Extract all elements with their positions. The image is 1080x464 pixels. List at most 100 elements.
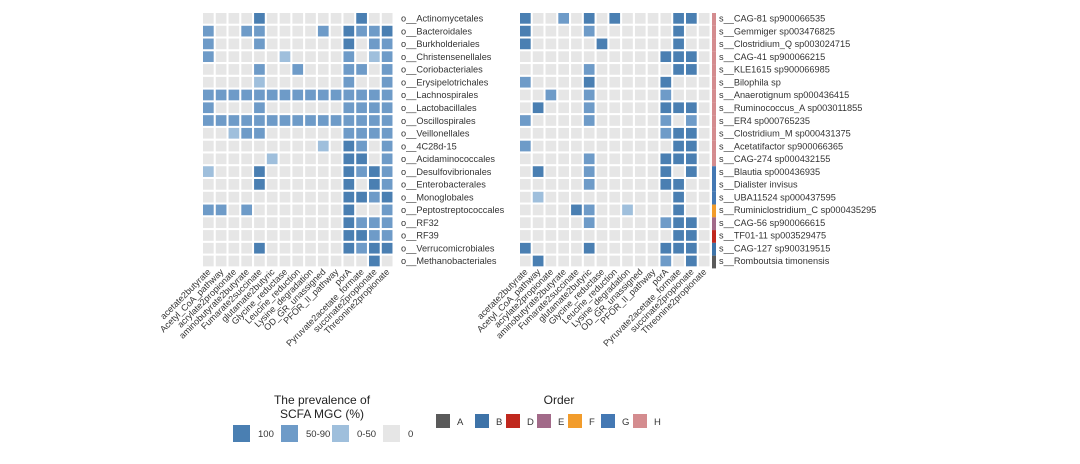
legend-prevalence-title-line1: The prevalence of <box>274 393 371 407</box>
heatmap-cell <box>686 102 697 114</box>
heatmap-cell <box>583 166 595 177</box>
heatmap-cell <box>532 140 544 152</box>
heatmap-cell <box>634 140 646 152</box>
order-strip-segment <box>712 255 716 269</box>
heatmap-cell <box>254 140 265 152</box>
heatmap-cell <box>241 217 253 229</box>
heatmap-cell <box>558 166 570 177</box>
heatmap-cell <box>686 255 697 267</box>
heatmap-cell <box>673 217 684 229</box>
heatmap-cell <box>596 217 608 229</box>
heatmap-cell <box>330 140 342 152</box>
heatmap-cell <box>228 115 240 126</box>
heatmap-cell <box>266 102 278 114</box>
heatmap-cell <box>381 51 393 63</box>
heatmap-cell <box>609 153 621 165</box>
heatmap-cell <box>647 64 659 75</box>
heatmap-cell <box>622 102 633 114</box>
heatmap-cell <box>241 166 253 177</box>
heatmap-cell <box>228 51 240 63</box>
heatmap-cell <box>609 102 621 114</box>
row-label: o__Burkholderiales <box>401 39 480 49</box>
heatmap-cell <box>369 89 380 101</box>
heatmap-cell <box>292 217 304 229</box>
heatmap-cell <box>266 76 278 88</box>
heatmap-cell <box>279 217 291 229</box>
heatmap-cell <box>532 166 544 177</box>
heatmap-cell <box>343 25 355 37</box>
heatmap-cell <box>266 140 278 152</box>
heatmap-cell <box>330 191 342 203</box>
heatmap-cell <box>369 179 380 190</box>
heatmap-cell <box>609 76 621 88</box>
heatmap-cell <box>609 140 621 152</box>
heatmap-cell <box>673 140 684 152</box>
heatmap-cell <box>583 204 595 216</box>
row-label: s__UBA11524 sp000437595 <box>719 192 836 202</box>
heatmap-cell <box>520 230 531 241</box>
row-label: o__Lachnospirales <box>401 90 479 100</box>
heatmap-cell <box>203 102 214 114</box>
heatmap-cell <box>609 230 621 241</box>
heatmap-cell <box>609 51 621 63</box>
order-strip-segment <box>712 25 716 39</box>
heatmap-cell <box>279 255 291 267</box>
heatmap-cell <box>266 13 278 24</box>
heatmap-cell <box>634 25 646 37</box>
heatmap-cell <box>215 153 227 165</box>
heatmap-cell <box>317 127 329 139</box>
row-label: o__Desulfovibrionales <box>401 167 492 177</box>
heatmap-cell <box>254 166 265 177</box>
heatmap-cell <box>686 76 697 88</box>
heatmap-cell <box>660 38 672 50</box>
heatmap-cell <box>673 242 684 254</box>
heatmap-cell <box>369 242 380 254</box>
heatmap-cell <box>279 127 291 139</box>
heatmap-cell <box>622 51 633 63</box>
heatmap-cell <box>596 153 608 165</box>
heatmap-cell <box>203 191 214 203</box>
heatmap-cell <box>558 115 570 126</box>
heatmap-cell <box>545 64 557 75</box>
heatmap-cell <box>305 179 316 190</box>
heatmap-cell <box>698 255 710 267</box>
heatmap-cell <box>317 140 329 152</box>
heatmap-cell <box>583 51 595 63</box>
heatmap-cell <box>596 204 608 216</box>
heatmap-cell <box>292 115 304 126</box>
heatmap-cell <box>343 51 355 63</box>
heatmap-cell <box>545 115 557 126</box>
heatmap-cell <box>698 102 710 114</box>
heatmap-cell <box>596 25 608 37</box>
legend-order-label: E <box>558 417 564 428</box>
heatmap-cell <box>330 242 342 254</box>
heatmap-cell <box>343 179 355 190</box>
heatmap-cell <box>686 25 697 37</box>
legend-prevalence: The prevalence of SCFA MGC (%) 100 50-90 0… <box>233 393 413 442</box>
heatmap-cell <box>698 89 710 101</box>
order-strip-segment <box>712 13 716 26</box>
heatmap-cell <box>241 102 253 114</box>
heatmap-cell <box>583 217 595 229</box>
heatmap-cell <box>369 64 380 75</box>
heatmap-cell <box>532 230 544 241</box>
heatmap-cell <box>634 242 646 254</box>
heatmap-cell <box>609 204 621 216</box>
heatmap-cell <box>241 255 253 267</box>
heatmap-cell <box>305 217 316 229</box>
heatmap-cell <box>558 102 570 114</box>
heatmap-cell <box>634 64 646 75</box>
heatmap-cell <box>634 153 646 165</box>
heatmap-cell <box>545 127 557 139</box>
heatmap-cell <box>520 166 531 177</box>
heatmap-cell <box>266 51 278 63</box>
heatmap-cell <box>647 102 659 114</box>
heatmap-cell <box>305 25 316 37</box>
legend-order-label: A <box>457 417 464 428</box>
heatmap-cell <box>660 76 672 88</box>
heatmap-cell <box>634 166 646 177</box>
heatmap-cell <box>545 217 557 229</box>
heatmap-cell <box>634 230 646 241</box>
heatmap-cell <box>292 230 304 241</box>
heatmap-cell <box>292 13 304 24</box>
